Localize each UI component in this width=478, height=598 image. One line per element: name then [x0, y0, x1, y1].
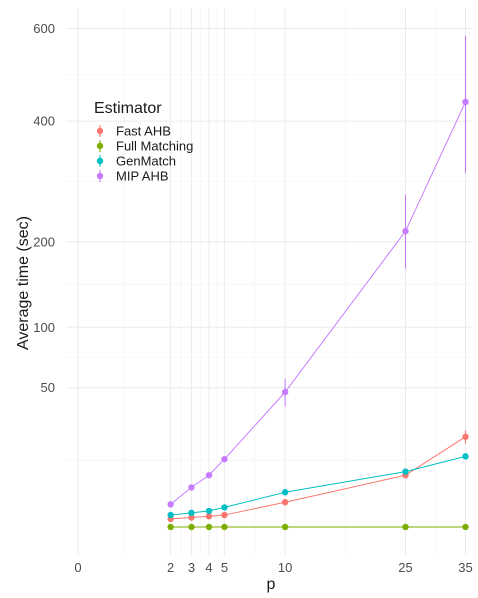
series-full-matching: [167, 523, 469, 531]
series-line: [170, 101, 466, 505]
data-point: [188, 523, 195, 531]
y-tick-label: 600: [33, 21, 55, 36]
x-tick-label: 4: [205, 560, 212, 575]
series-line: [170, 436, 466, 520]
data-point: [221, 511, 228, 519]
legend-key-point: [96, 127, 104, 135]
legend-key-point: [96, 142, 104, 150]
x-tick-label: 25: [398, 560, 412, 575]
data-point: [205, 507, 213, 515]
data-point: [462, 433, 469, 440]
x-axis-ticks: 0 2 3 4 5 10 25 35: [74, 560, 472, 575]
grid-minor: [66, 8, 472, 555]
grid-major: [66, 8, 472, 555]
data-point: [188, 484, 195, 491]
data-point: [221, 504, 228, 511]
legend-item: Full Matching: [96, 139, 193, 154]
data-point: [402, 468, 409, 475]
legend-label: GenMatch: [116, 154, 176, 169]
data-point: [281, 388, 289, 396]
y-axis-ticks: 50 100 200 400 600: [33, 21, 55, 395]
data-point: [167, 523, 174, 531]
x-tick-label: 5: [221, 560, 228, 575]
data-point: [281, 523, 289, 531]
data-point: [221, 455, 228, 463]
data-point: [205, 523, 213, 531]
y-tick-label: 400: [33, 114, 55, 129]
x-tick-label: 10: [278, 560, 292, 575]
legend-label: Fast AHB: [116, 124, 171, 139]
legend-key-point: [96, 172, 104, 180]
data-point: [205, 513, 213, 520]
legend-title: Estimator: [94, 100, 162, 117]
y-axis-title: Average time (sec): [15, 216, 32, 350]
y-tick-label: 200: [33, 234, 55, 249]
legend-item: Fast AHB: [96, 124, 171, 139]
x-tick-label: 3: [188, 560, 195, 575]
data-point: [462, 453, 469, 460]
legend-item: MIP AHB: [96, 169, 169, 184]
y-tick-label: 100: [33, 320, 55, 335]
data-point: [221, 523, 228, 531]
data-point: [402, 227, 409, 235]
series-fast-ahb: [167, 430, 469, 523]
data-point: [167, 501, 174, 508]
data-point: [462, 523, 469, 531]
legend-label: Full Matching: [116, 139, 193, 154]
x-axis-title: p: [267, 576, 276, 593]
x-tick-label: 35: [458, 560, 472, 575]
series-mip-ahb: [167, 35, 469, 508]
series-layer: [167, 35, 469, 531]
legend-key-point: [96, 157, 104, 165]
legend-label: MIP AHB: [116, 169, 169, 184]
legend-item: GenMatch: [96, 154, 176, 169]
x-tick-label: 2: [167, 560, 174, 575]
data-point: [402, 523, 409, 531]
y-tick-label: 50: [41, 380, 55, 395]
data-point: [167, 511, 174, 519]
data-point: [188, 514, 195, 521]
data-point: [462, 98, 469, 106]
series-genmatch: [167, 453, 469, 519]
data-point: [188, 509, 195, 517]
data-point: [281, 499, 289, 506]
x-tick-label: 0: [74, 560, 81, 575]
data-point: [281, 489, 289, 496]
data-point: [205, 471, 213, 479]
